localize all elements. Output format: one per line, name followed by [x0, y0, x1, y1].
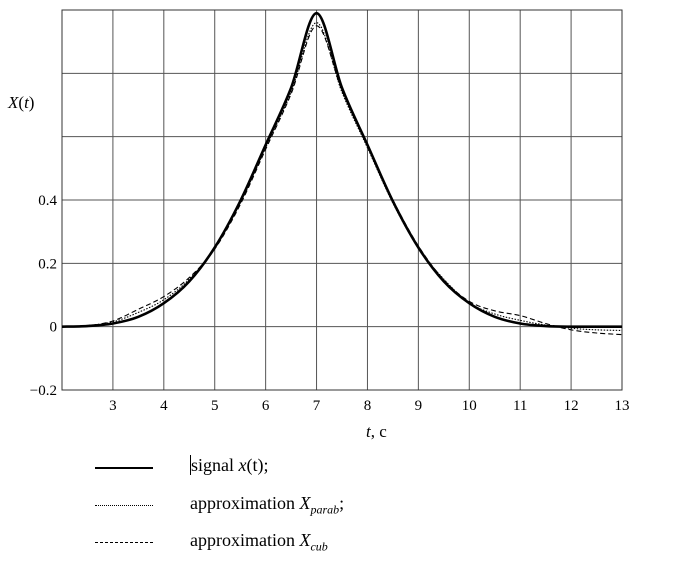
x-tick-label: 10	[462, 398, 477, 414]
legend-label-cub: approximation	[190, 530, 300, 550]
x-axis-label: t, c	[366, 422, 387, 441]
legend-item-signal: signal x(t);	[0, 453, 684, 483]
legend-label-parab: approximation	[190, 493, 300, 513]
x-tick-label: 11	[513, 398, 527, 414]
legend-swatch-dashed	[95, 542, 153, 543]
y-tick-label: 0.4	[38, 193, 57, 209]
chart: 3 4 5 6 7 8 9 10 11 12 13 −0.2 0 0.2 0.4 X(t) t, c	[7, 9, 630, 441]
y-tick-label: −0.2	[30, 383, 57, 399]
series-line-dotted	[61, 22, 623, 332]
x-tick-label: 6	[262, 398, 270, 414]
legend-item-parab: approximation Xparab;	[0, 491, 684, 521]
grid	[62, 10, 622, 390]
plot-frame	[61, 9, 623, 391]
x-tick-label: 7	[313, 398, 321, 414]
x-tick-label: 8	[364, 398, 372, 414]
x-tick-label: 4	[160, 398, 168, 414]
x-tick-label: 9	[415, 398, 423, 414]
axes	[61, 9, 623, 391]
legend-item-cub: approximation Xcub	[0, 528, 684, 558]
y-tick-label: 0.2	[38, 256, 57, 272]
legend-swatch-dotted	[95, 505, 153, 506]
legend-swatch-solid	[95, 467, 153, 469]
x-tick-label: 12	[564, 398, 579, 414]
y-axis-label: X(t)	[7, 93, 34, 112]
legend-label-signal: signal	[190, 455, 239, 475]
y-tick-label: 0	[50, 320, 58, 336]
x-tick-label: 5	[211, 398, 219, 414]
x-tick-label: 13	[615, 398, 630, 414]
series-line-solid	[61, 11, 622, 329]
series-line-dashed	[61, 25, 623, 336]
tick-labels: 3 4 5 6 7 8 9 10 11 12 13 −0.2 0 0.2 0.4	[30, 193, 630, 414]
series-lines	[61, 11, 623, 336]
x-tick-label: 3	[109, 398, 117, 414]
